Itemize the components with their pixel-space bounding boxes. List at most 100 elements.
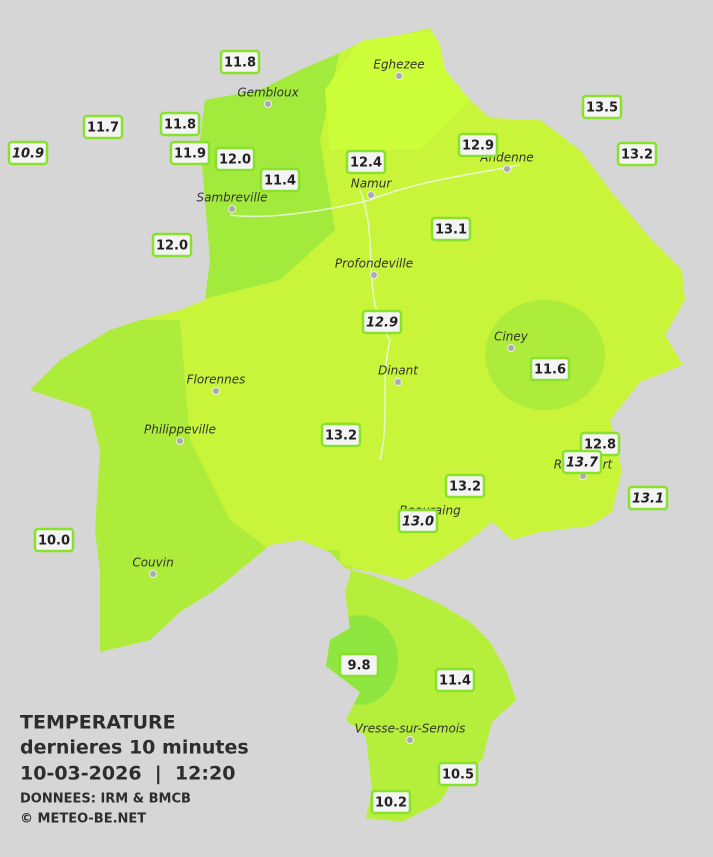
- station-value: 13.2: [325, 429, 357, 444]
- legend-date: 10-03-2026 | 12:20: [20, 763, 235, 785]
- legend-source: DONNEES: IRM & BMCB: [20, 792, 191, 807]
- station: 11.7: [82, 114, 124, 140]
- town-dot: [507, 344, 515, 352]
- station-box: [581, 94, 623, 120]
- station: 13.2: [320, 422, 362, 448]
- town-dot: [395, 72, 403, 80]
- station-value: 13.2: [621, 148, 653, 163]
- station-value: 11.6: [534, 363, 566, 378]
- town-dot: [176, 437, 184, 445]
- station-value: 10.2: [375, 796, 407, 811]
- station-value: 12.8: [584, 438, 616, 453]
- station-value: 11.4: [264, 174, 296, 189]
- station-box: [345, 149, 387, 175]
- station-box: [430, 216, 472, 242]
- station-box: [397, 508, 439, 534]
- station-value: 12.4: [350, 156, 382, 171]
- station: 12.0: [214, 146, 256, 172]
- station-value: 13.7: [566, 456, 599, 471]
- station-value: 13.0: [402, 515, 434, 530]
- town-dot: [264, 100, 272, 108]
- town-label: Philippeville: [144, 423, 216, 437]
- town-dot: [149, 570, 157, 578]
- town-label: Florennes: [187, 373, 246, 387]
- station-box: [616, 141, 658, 167]
- station-box: [437, 761, 479, 787]
- station-box: [370, 789, 412, 815]
- station-box: [7, 140, 49, 166]
- station-value: 10.5: [442, 768, 474, 783]
- station-box: [151, 232, 193, 258]
- legend-title: TEMPERATURE: [20, 712, 176, 734]
- station-value: 11.4: [439, 674, 471, 689]
- station-value: 12.0: [219, 153, 251, 168]
- town-dot: [228, 205, 236, 213]
- town-label: Couvin: [132, 556, 173, 570]
- station: 12.0: [151, 232, 193, 258]
- town-dot: [367, 191, 375, 199]
- station-value: 13.1: [632, 492, 664, 507]
- town-dot: [406, 736, 414, 744]
- town-label: Eghezee: [373, 58, 424, 72]
- station-value: 11.8: [164, 118, 196, 133]
- station-box: [214, 146, 256, 172]
- station-box: [320, 422, 362, 448]
- station: 11.8: [219, 49, 261, 75]
- station-value: 11.9: [174, 147, 206, 162]
- station-value: 13.2: [449, 480, 481, 495]
- station-value: 12.9: [462, 139, 494, 154]
- station: 13.1: [627, 485, 669, 511]
- station-value: 9.8: [347, 659, 370, 674]
- station: 11.4: [259, 167, 301, 193]
- town-label: Gembloux: [237, 86, 299, 100]
- station: 9.8: [338, 652, 380, 678]
- station-value: 13.1: [435, 223, 467, 238]
- station-value: 11.8: [224, 56, 256, 71]
- station-box: [444, 473, 486, 499]
- town-dot: [503, 165, 511, 173]
- station: 10.2: [370, 789, 412, 815]
- town-dot: [394, 378, 402, 386]
- station: 10.9: [7, 140, 49, 166]
- town-dot: [212, 387, 220, 395]
- station: 11.8: [159, 111, 201, 137]
- station-box: [457, 132, 499, 158]
- station: 12.4: [345, 149, 387, 175]
- station: 12.9: [457, 132, 499, 158]
- station-box: [529, 356, 571, 382]
- town-label: Dinant: [378, 364, 419, 378]
- station-value: 12.0: [156, 239, 188, 254]
- station: 12.9: [361, 309, 403, 335]
- town-label: Ciney: [494, 330, 529, 344]
- town-dot: [370, 271, 378, 279]
- station-box: [169, 140, 211, 166]
- station: 13.0: [397, 508, 439, 534]
- legend-subtitle: dernieres 10 minutes: [20, 737, 249, 759]
- station-value: 10.0: [38, 534, 70, 549]
- station: 11.6: [529, 356, 571, 382]
- town-label: Vresse-sur-Semois: [355, 722, 466, 736]
- station: 13.2: [616, 141, 658, 167]
- town-label: Namur: [351, 177, 393, 191]
- station-box: [361, 309, 403, 335]
- station: 10.0: [33, 527, 75, 553]
- station-box: [159, 111, 201, 137]
- station-box: [82, 114, 124, 140]
- station: 13.2: [444, 473, 486, 499]
- station-box: [219, 49, 261, 75]
- station: 10.5: [437, 761, 479, 787]
- station-box: [259, 167, 301, 193]
- station-box: [338, 652, 380, 678]
- station-value: 13.5: [586, 101, 618, 116]
- station-box: [627, 485, 669, 511]
- town-label: Profondeville: [335, 257, 413, 271]
- station-value: 11.7: [87, 121, 119, 136]
- station-box: [33, 527, 75, 553]
- station: 13.7: [561, 449, 603, 475]
- station: 11.9: [169, 140, 211, 166]
- stations: 11.8 11.7 11.8 10.9 11.9 12.0 11.4 12.4 12.9 13.5…: [7, 49, 669, 815]
- station: 13.5: [581, 94, 623, 120]
- station-value: 12.9: [366, 316, 398, 331]
- station: 11.4: [434, 667, 476, 693]
